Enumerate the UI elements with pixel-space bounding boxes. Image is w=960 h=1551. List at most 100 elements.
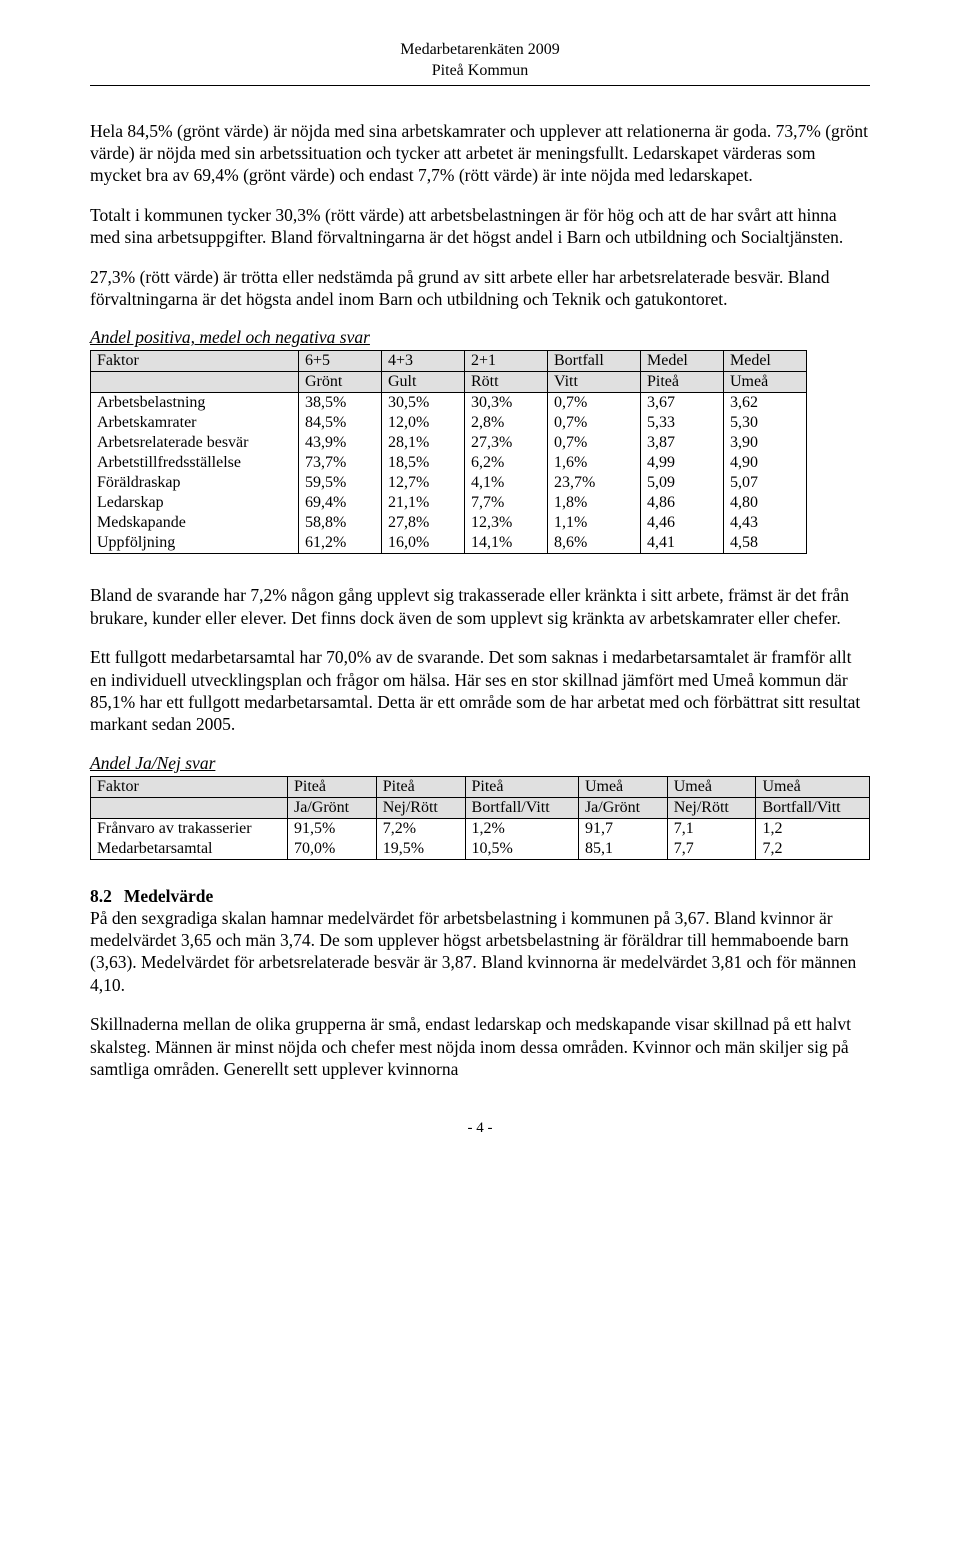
table-header: Faktor <box>91 351 299 372</box>
table-header: Faktor <box>91 776 288 797</box>
table-header <box>91 797 288 818</box>
table-header: Piteå <box>376 776 465 797</box>
header-line-1: Medarbetarenkäten 2009 <box>400 41 559 58</box>
table-cell: 59,5% <box>299 473 382 493</box>
table-cell: 19,5% <box>376 839 465 860</box>
header-line-2: Piteå Kommun <box>432 62 528 79</box>
table-cell: 84,5% <box>299 413 382 433</box>
table-cell: 30,5% <box>382 393 465 414</box>
table-cell: 27,3% <box>465 433 548 453</box>
table-cell: 12,7% <box>382 473 465 493</box>
table-header: Umeå <box>756 776 870 797</box>
table-cell: 1,8% <box>548 493 641 513</box>
table-cell: 5,09 <box>641 473 724 493</box>
table-cell: Arbetskamrater <box>91 413 299 433</box>
table-cell: 21,1% <box>382 493 465 513</box>
table-cell: 30,3% <box>465 393 548 414</box>
table-header: 6+5 <box>299 351 382 372</box>
table-cell: 73,7% <box>299 453 382 473</box>
table-cell: 70,0% <box>287 839 376 860</box>
table-cell: Frånvaro av trakasserier <box>91 818 288 839</box>
table-cell: 10,5% <box>465 839 578 860</box>
table-cell: Medskapande <box>91 513 299 533</box>
table-header: Grönt <box>299 372 382 393</box>
table-cell: 1,2 <box>756 818 870 839</box>
table-cell: Ledarskap <box>91 493 299 513</box>
table-cell: Arbetsrelaterade besvär <box>91 433 299 453</box>
table-cell: 5,30 <box>724 413 807 433</box>
table-cell: 4,58 <box>724 533 807 554</box>
body-paragraph: Skillnaderna mellan de olika grupperna ä… <box>90 1013 870 1080</box>
table-header: Umeå <box>667 776 756 797</box>
body-paragraph: På den sexgradiga skalan hamnar medelvär… <box>90 907 870 997</box>
table-cell: 4,86 <box>641 493 724 513</box>
table-cell: 7,7% <box>465 493 548 513</box>
table-cell: 4,99 <box>641 453 724 473</box>
table-cell: 7,2% <box>376 818 465 839</box>
table-cell: 38,5% <box>299 393 382 414</box>
table-cell: 43,9% <box>299 433 382 453</box>
table-header: Medel <box>641 351 724 372</box>
table-header: Umeå <box>578 776 667 797</box>
section-heading: 8.2 Medelvärde <box>90 886 870 907</box>
table-positiva-svar: Faktor 6+5 4+3 2+1 Bortfall Medel Medel … <box>90 350 807 554</box>
table-cell: 4,43 <box>724 513 807 533</box>
table-cell: 0,7% <box>548 413 641 433</box>
table-header: 2+1 <box>465 351 548 372</box>
table-cell: 4,80 <box>724 493 807 513</box>
table-cell: 3,62 <box>724 393 807 414</box>
table-cell: 3,87 <box>641 433 724 453</box>
table-cell: 91,5% <box>287 818 376 839</box>
table-cell: 85,1 <box>578 839 667 860</box>
section-number: 8.2 <box>90 886 112 906</box>
table-cell: 2,8% <box>465 413 548 433</box>
table-cell: 3,90 <box>724 433 807 453</box>
table-header: Medel <box>724 351 807 372</box>
table-header: Gult <box>382 372 465 393</box>
table-cell: 3,67 <box>641 393 724 414</box>
body-paragraph: Bland de svarande har 7,2% någon gång up… <box>90 584 870 629</box>
table-cell: 1,6% <box>548 453 641 473</box>
table-cell: Medarbetarsamtal <box>91 839 288 860</box>
body-paragraph: Totalt i kommunen tycker 30,3% (rött vär… <box>90 204 870 249</box>
table-cell: 4,41 <box>641 533 724 554</box>
table-header: Piteå <box>641 372 724 393</box>
table-header: Nej/Rött <box>667 797 756 818</box>
table-caption: Andel positiva, medel och negativa svar <box>90 327 870 348</box>
table-cell: 0,7% <box>548 393 641 414</box>
table-cell: 69,4% <box>299 493 382 513</box>
table-cell: 28,1% <box>382 433 465 453</box>
table-header: Ja/Grönt <box>287 797 376 818</box>
table-cell: Föräldraskap <box>91 473 299 493</box>
table-cell: 14,1% <box>465 533 548 554</box>
table-header: Nej/Rött <box>376 797 465 818</box>
table-cell: 6,2% <box>465 453 548 473</box>
table-cell: 5,07 <box>724 473 807 493</box>
table-cell: Uppföljning <box>91 533 299 554</box>
table-cell: 4,90 <box>724 453 807 473</box>
table-header: Bortfall/Vitt <box>756 797 870 818</box>
table-cell: 0,7% <box>548 433 641 453</box>
table-header: 4+3 <box>382 351 465 372</box>
table-header: Ja/Grönt <box>578 797 667 818</box>
table-header: Bortfall <box>548 351 641 372</box>
table-cell: Arbetstillfredsställelse <box>91 453 299 473</box>
table-caption: Andel Ja/Nej svar <box>90 753 870 774</box>
table-cell: 4,1% <box>465 473 548 493</box>
table-cell: 23,7% <box>548 473 641 493</box>
table-header: Piteå <box>287 776 376 797</box>
section-title: Medelvärde <box>124 886 213 906</box>
table-cell: 27,8% <box>382 513 465 533</box>
table-header: Rött <box>465 372 548 393</box>
table-header: Piteå <box>465 776 578 797</box>
body-paragraph: Ett fullgott medarbetarsamtal har 70,0% … <box>90 646 870 736</box>
table-cell: 7,2 <box>756 839 870 860</box>
table-cell: 12,0% <box>382 413 465 433</box>
body-paragraph: 27,3% (rött värde) är trötta eller nedst… <box>90 266 870 311</box>
page-header: Medarbetarenkäten 2009 Piteå Kommun <box>90 40 870 86</box>
table-cell: 7,7 <box>667 839 756 860</box>
table-cell: 1,1% <box>548 513 641 533</box>
table-cell: 8,6% <box>548 533 641 554</box>
table-cell: 1,2% <box>465 818 578 839</box>
body-paragraph: Hela 84,5% (grönt värde) är nöjda med si… <box>90 120 870 187</box>
